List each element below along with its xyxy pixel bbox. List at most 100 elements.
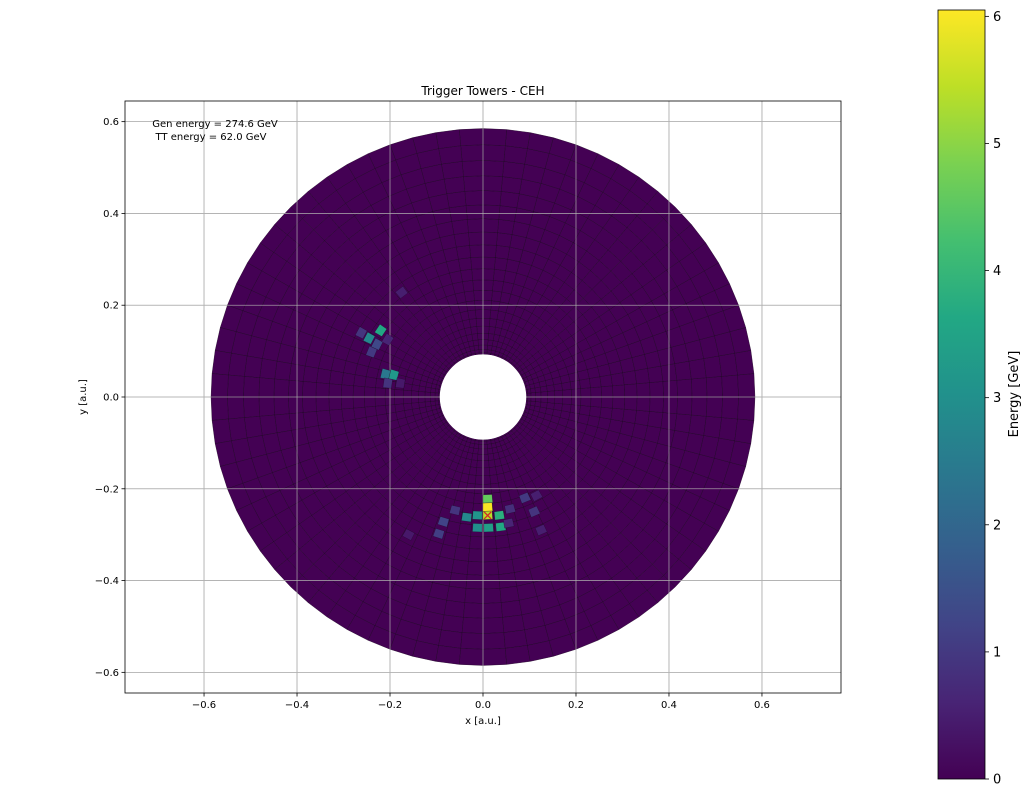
hot-tower xyxy=(380,368,391,380)
tower-cell xyxy=(463,491,475,504)
tower-cell xyxy=(554,396,564,405)
tower-cell xyxy=(601,385,614,398)
tower-cell xyxy=(706,396,723,418)
tower-cell xyxy=(718,352,738,377)
tower-cell xyxy=(470,459,478,468)
hot-tower xyxy=(495,521,507,532)
tower-cell xyxy=(624,383,638,398)
tower-cell xyxy=(374,396,386,407)
tower-cell xyxy=(259,358,278,380)
tower-cell xyxy=(489,318,498,328)
tower-cell xyxy=(482,440,488,445)
tower-cell xyxy=(341,372,356,387)
y-tick-label: 0.6 xyxy=(103,117,119,128)
y-tick-label: −0.2 xyxy=(95,484,119,495)
tower-cell xyxy=(477,448,484,455)
gen-energy-annotation: Gen energy = 274.6 GeV xyxy=(152,119,278,130)
y-axis-label: y [a.u.] xyxy=(78,379,89,415)
tower-cell xyxy=(497,559,515,575)
tower-cell xyxy=(649,396,664,413)
tower-cell xyxy=(329,408,344,424)
tower-cell xyxy=(410,390,419,398)
tower-cell xyxy=(328,383,342,398)
tower-cell xyxy=(482,648,507,666)
tower-cell xyxy=(434,392,439,398)
tower-cell xyxy=(540,391,548,398)
tower-cell xyxy=(674,413,692,434)
y-tick-label: 0.0 xyxy=(103,393,119,404)
tower-cell xyxy=(530,392,536,398)
tower-cell xyxy=(482,244,497,258)
x-tick-label: 0.6 xyxy=(754,700,770,711)
tower-cell xyxy=(482,453,489,462)
tower-cell xyxy=(315,396,330,412)
hot-towers xyxy=(355,285,548,541)
tower-cell xyxy=(455,534,471,549)
chart-title: Trigger Towers - CEH xyxy=(420,84,544,98)
tower-cell xyxy=(482,279,494,292)
colorbar-tick-label: 5 xyxy=(993,137,1001,152)
tower-cell xyxy=(461,160,484,177)
tower-cell xyxy=(465,204,484,220)
tower-cell xyxy=(469,244,484,258)
tower-cell xyxy=(435,129,461,149)
tower-cell xyxy=(580,396,592,407)
tower-cell xyxy=(482,268,495,281)
tower-cell xyxy=(464,190,484,206)
tower-cell xyxy=(315,382,330,398)
tower-cell xyxy=(562,396,572,405)
tower-cell xyxy=(211,350,232,376)
tower-cell xyxy=(458,257,472,271)
tower-cell xyxy=(352,396,365,409)
tower-cell xyxy=(478,440,484,445)
y-tick-label: −0.4 xyxy=(95,576,119,587)
tower-cell xyxy=(634,410,650,426)
tower-cell xyxy=(470,256,484,270)
tower-cell xyxy=(468,231,484,246)
tower-cell xyxy=(492,280,504,293)
tower-cell xyxy=(590,396,602,408)
tower-cell xyxy=(495,245,511,260)
hot-tower xyxy=(493,510,505,521)
tower-cell xyxy=(411,384,420,392)
tower-cell xyxy=(274,413,292,434)
tower-cell xyxy=(453,232,470,248)
tower-cell xyxy=(443,600,466,618)
hot-tower xyxy=(395,285,409,299)
tower-cell xyxy=(340,384,354,398)
tower-cell xyxy=(703,416,722,439)
colorbar-tick-label: 4 xyxy=(993,264,1001,279)
tower-cell xyxy=(403,383,413,392)
tower-cell xyxy=(534,401,542,408)
tower-cell xyxy=(662,380,678,398)
tower-cell xyxy=(258,396,275,417)
y-tick-label: −0.6 xyxy=(95,668,119,679)
tower-cell xyxy=(473,493,484,504)
x-tick-label: −0.4 xyxy=(285,700,309,711)
tower-cell xyxy=(467,474,477,485)
tower-cell xyxy=(467,218,484,233)
tower-cell xyxy=(482,588,502,604)
tower-cell xyxy=(446,585,467,603)
hot-tower xyxy=(461,512,473,523)
tower-cell xyxy=(496,546,513,562)
tower-cell xyxy=(482,475,491,485)
tower-cell xyxy=(402,396,412,405)
tower-cell xyxy=(482,574,501,590)
tower-cell xyxy=(547,396,556,404)
tower-cell xyxy=(463,602,484,619)
tower-cell xyxy=(495,534,511,549)
tower-cell xyxy=(468,466,477,476)
tower-cell xyxy=(341,407,356,422)
tower-cell xyxy=(482,144,506,162)
tower-cell xyxy=(482,561,499,576)
colorbar-ticks: 0 1 2 3 4 5 6 xyxy=(985,10,1001,788)
tower-cell xyxy=(430,396,436,402)
inner-hole xyxy=(439,354,527,440)
tower-cell xyxy=(703,355,722,378)
tower-cell xyxy=(599,406,613,420)
tower-cell xyxy=(468,548,484,563)
tower-cell xyxy=(649,381,664,398)
tower-cell xyxy=(243,376,260,398)
tower-cell xyxy=(465,574,484,590)
